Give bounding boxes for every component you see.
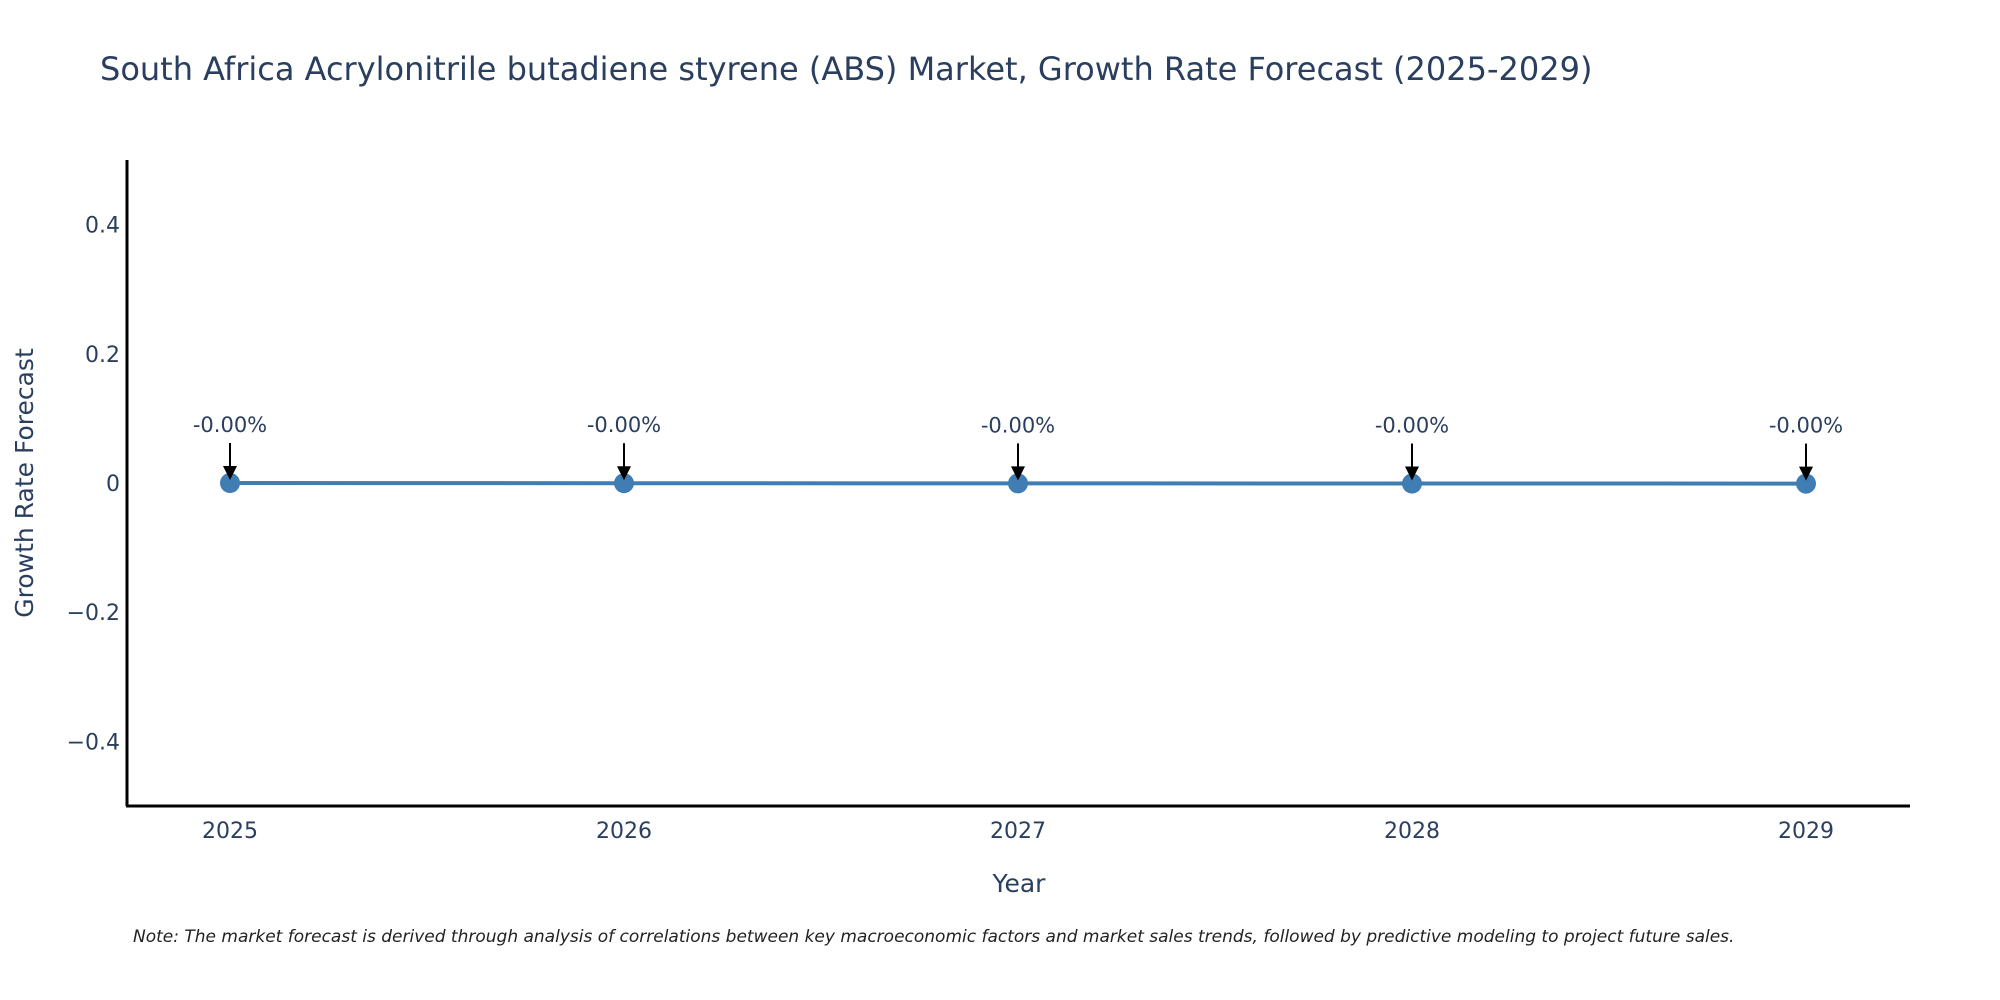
annotation-layer: -0.00% -0.00% -0.00% -0.00% -0.00% [193, 413, 1843, 481]
x-axis-title: Year [992, 869, 1047, 898]
annotation-arrow-head [1799, 466, 1813, 481]
annotation-label: -0.00% [1769, 414, 1843, 438]
data-point[interactable] [220, 473, 240, 493]
y-tick-label: −0.4 [67, 730, 120, 755]
annotation-label: -0.00% [1375, 414, 1449, 438]
x-tick-label: 2029 [1778, 819, 1834, 844]
data-point[interactable] [1008, 473, 1028, 494]
annotation-label: -0.00% [587, 413, 661, 437]
x-axis-ticks: 2025 2026 2027 2028 2029 [202, 819, 1834, 844]
y-tick-label: 0.4 [85, 214, 120, 239]
annotation-label: -0.00% [981, 413, 1055, 437]
annotation-arrow-head [223, 466, 237, 480]
x-tick-label: 2025 [202, 819, 258, 844]
forecast-note: Note: The market forecast is derived thr… [133, 927, 1734, 947]
y-axis-ticks: 0.4 0.2 0 −0.2 −0.4 [67, 214, 120, 756]
data-point[interactable] [1796, 473, 1816, 494]
y-tick-label: 0 [106, 472, 120, 497]
data-point[interactable] [614, 473, 634, 494]
y-axis-title: Growth Rate Forecast [10, 348, 39, 618]
chart-title: South Africa Acrylonitrile butadiene sty… [100, 50, 1592, 88]
annotation-arrow-head [1405, 466, 1419, 481]
y-tick-label: 0.2 [85, 343, 120, 368]
annotation-arrow-head [1011, 466, 1025, 481]
x-tick-label: 2027 [990, 819, 1046, 844]
x-tick-label: 2028 [1384, 819, 1440, 844]
annotation-label: -0.00% [193, 413, 267, 437]
annotation-arrow-head [617, 466, 631, 481]
series-layer [220, 473, 1816, 494]
data-point[interactable] [1402, 473, 1422, 494]
y-tick-label: −0.2 [67, 601, 120, 626]
x-tick-label: 2026 [596, 819, 652, 844]
